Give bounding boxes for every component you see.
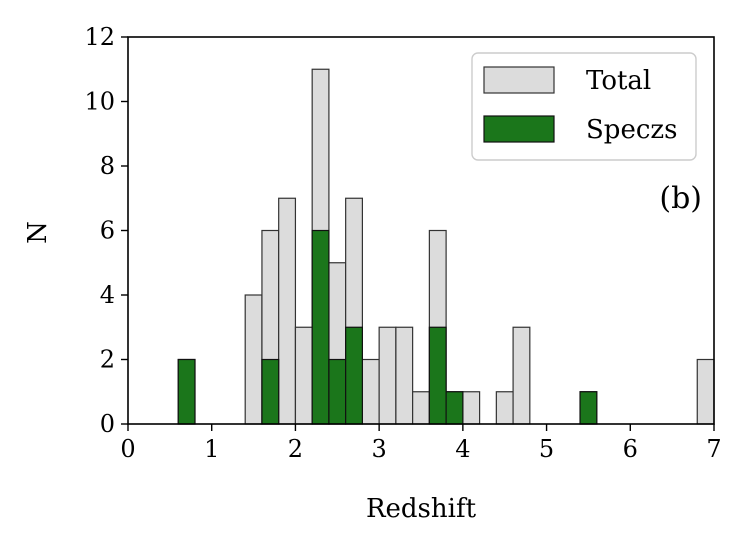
y-tick-label: 8: [100, 152, 115, 180]
legend-swatch-total: [483, 66, 555, 94]
x-tick-label: 2: [288, 435, 303, 463]
legend: Total Speczs: [471, 52, 697, 161]
y-tick-label: 2: [100, 346, 115, 374]
x-tick-label: 5: [539, 435, 554, 463]
bar-total-9: [378, 326, 397, 425]
bar-speczs-3: [328, 358, 347, 425]
y-tick-label: 4: [100, 281, 115, 309]
x-tick-label: 4: [455, 435, 470, 463]
bar-speczs-1: [261, 358, 280, 425]
legend-label-speczs: Speczs: [586, 115, 677, 145]
y-tick-label: 12: [84, 23, 115, 51]
y-axis-label: N: [23, 221, 53, 244]
bar-total-10: [395, 326, 414, 425]
legend-swatch-speczs: [483, 115, 555, 143]
bar-total-11: [412, 391, 430, 425]
y-tick-label: 10: [84, 88, 115, 116]
bar-speczs-2: [311, 229, 330, 425]
x-tick-label: 7: [706, 435, 721, 463]
x-tick-label: 1: [204, 435, 219, 463]
bar-speczs-4: [345, 326, 363, 425]
x-tick-label: 3: [372, 435, 387, 463]
bar-speczs-0: [177, 358, 196, 425]
panel-label: (b): [659, 181, 702, 216]
bar-total-18: [696, 358, 715, 425]
x-axis-label: Redshift: [366, 494, 477, 524]
bar-total-14: [462, 391, 481, 425]
bar-total-16: [512, 326, 531, 425]
y-tick-label: 6: [100, 217, 115, 245]
x-tick-label: 6: [623, 435, 638, 463]
bar-speczs-6: [445, 391, 464, 425]
bar-total-8: [361, 358, 380, 425]
bar-speczs-7: [579, 391, 598, 425]
bar-total-3: [278, 197, 297, 425]
bar-total-15: [495, 391, 514, 425]
bar-speczs-5: [428, 326, 447, 425]
x-tick-label: 0: [120, 435, 135, 463]
bars-layer: [177, 68, 715, 425]
bar-total-1: [244, 294, 263, 425]
bar-total-4: [294, 326, 313, 425]
legend-label-total: Total: [586, 66, 651, 96]
y-tick-label: 0: [100, 410, 115, 438]
